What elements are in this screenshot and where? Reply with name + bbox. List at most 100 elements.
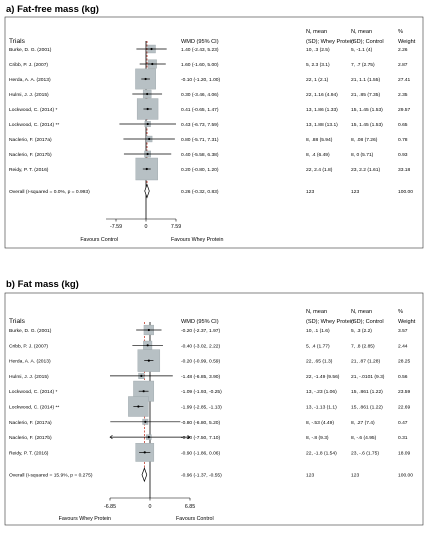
study-whey-stats: 10, .1 (1.6) — [306, 328, 330, 334]
study-name: Reidy, P. T. (2016) — [9, 450, 49, 456]
column-header-control-line2: (SD); Control — [351, 319, 384, 325]
study-name: Lockwood, C. (2014) ** — [9, 122, 59, 128]
study-point-estimate — [146, 344, 149, 347]
x-axis-tick-label: 7.59 — [171, 224, 181, 230]
study-whey-stats: 5, 2.3 (3.1) — [306, 62, 330, 68]
study-point-estimate — [147, 436, 150, 439]
study-effect-text: -0.20 (-7.50, 7.10) — [181, 435, 221, 441]
study-point-estimate — [150, 47, 153, 51]
study-name: Lockwood, C. (2014) * — [9, 107, 57, 113]
study-whey-stats: 8, .88 (5.94) — [306, 137, 333, 143]
study-effect-text: -0.10 (-1.20, 1.00) — [181, 77, 221, 83]
study-control-stats: 15, 1.45 (1.53) — [351, 107, 383, 113]
study-control-stats: 21, -.0101 (9.3) — [351, 374, 385, 380]
x-axis-tick-label: -7.59 — [110, 224, 122, 230]
study-effect-text: -1.99 (-2.85, -1.13) — [181, 405, 222, 411]
overall-label: Overall (I-squared = 0.0%, p = 0.993) — [9, 189, 90, 195]
study-point-estimate — [144, 77, 147, 81]
study-whey-stats: 13, 1.86 (1.33) — [306, 107, 338, 113]
column-header-whey-line1: N, mean — [306, 29, 327, 35]
study-point-estimate — [140, 374, 143, 377]
overall-control-n: 123 — [351, 189, 359, 195]
study-control-stats: 7, .7 (2.75) — [351, 62, 375, 68]
study-weight: 2.87 — [398, 62, 408, 68]
favours-right-label: Favours Control — [176, 516, 214, 522]
study-weight: 0.56 — [398, 374, 408, 380]
study-whey-stats: 22, 1 (2.1) — [306, 77, 329, 83]
column-header-whey-line2: (SD); Whey Protein — [306, 319, 354, 325]
column-header-trials: Trials — [9, 318, 26, 325]
column-header-weight-line2: Weight — [398, 319, 416, 325]
study-weight: 29.57 — [398, 107, 411, 113]
study-point-estimate — [145, 167, 148, 171]
study-control-stats: 21, 1.1 (1.55) — [351, 77, 380, 83]
favours-right-label: Favours Whey Protein — [171, 237, 223, 243]
study-control-stats: 8, -.6 (4.95) — [351, 435, 377, 441]
study-point-estimate — [146, 152, 149, 156]
study-whey-stats: 8, -.8 (9.3) — [306, 435, 329, 441]
column-header-weight-line1: % — [398, 29, 403, 35]
study-weight: 2.44 — [398, 343, 408, 349]
study-point-estimate — [143, 451, 146, 454]
overall-weight: 100.00 — [398, 473, 413, 479]
study-weight: 27.41 — [398, 77, 411, 83]
study-weight: 18.09 — [398, 450, 411, 456]
study-whey-stats: 22, .65 (1.3) — [306, 359, 333, 365]
study-name: Reidy, P. T. (2016) — [9, 167, 49, 173]
study-name: Lockwood, C. (2014) ** — [9, 405, 59, 411]
ci-arrow-left — [109, 435, 113, 440]
study-control-stats: 21, .85 (7.35) — [351, 92, 380, 98]
study-control-stats: 7, .8 (2.85) — [351, 343, 375, 349]
overall-effect-text: -0.96 (-1.37, -0.55) — [181, 473, 222, 479]
study-point-estimate — [148, 137, 151, 141]
study-whey-stats: 13, -.23 (1.06) — [306, 389, 337, 395]
study-effect-text: -0.40 (-3.02, 2.22) — [181, 343, 221, 349]
study-name: Naclerio, F. (2017a) — [9, 137, 52, 143]
x-axis-tick-label: 0 — [145, 224, 148, 230]
study-name: Cribb, P. J. (2007) — [9, 343, 48, 349]
column-header-weight-line2: Weight — [398, 39, 416, 45]
study-control-stats: 8, 0 (5.71) — [351, 152, 374, 158]
study-effect-text: 0.43 (-6.73, 7.59) — [181, 122, 219, 128]
study-whey-stats: 13, -1.13 (1.1) — [306, 405, 337, 411]
study-point-estimate — [146, 122, 149, 126]
study-whey-stats: 22, -1.49 (9.56) — [306, 374, 340, 380]
study-name: Lockwood, C. (2014) * — [9, 389, 57, 395]
x-axis-tick-label: 0 — [149, 504, 152, 510]
study-weight: 0.93 — [398, 152, 408, 158]
study-whey-stats: 22, 2.4 (1.8) — [306, 167, 333, 173]
study-weight: 2.26 — [398, 47, 408, 53]
study-control-stats: 8, .27 (7.4) — [351, 420, 375, 426]
study-control-stats: 23, -.6 (1.75) — [351, 450, 379, 456]
study-control-stats: 5, .3 (2.2) — [351, 328, 372, 334]
x-axis-tick-label: 6.85 — [185, 504, 195, 510]
study-name: Herda, A. A. (2013) — [9, 77, 51, 83]
overall-weight: 100.00 — [398, 189, 413, 195]
study-effect-text: 0.80 (-5.71, 7.31) — [181, 137, 219, 143]
study-effect-text: -1.09 (-1.93, -0.25) — [181, 389, 222, 395]
study-name: Hulmi, J. J. (2015) — [9, 374, 49, 380]
favours-left-label: Favours Control — [80, 237, 118, 243]
overall-diamond — [144, 183, 150, 199]
study-weight: 0.78 — [398, 137, 408, 143]
study-point-estimate — [142, 390, 145, 393]
panel-title: a) Fat-free mass (kg) — [6, 4, 99, 15]
study-effect-text: -0.20 (-0.99, 0.59) — [181, 359, 221, 365]
study-whey-stats: 8, .4 (6.49) — [306, 152, 330, 158]
study-control-stats: 15, .861 (1.22) — [351, 405, 383, 411]
study-effect-text: -1.48 (-6.85, 3.90) — [181, 374, 221, 380]
study-effect-text: 0.30 (-3.46, 4.06) — [181, 92, 219, 98]
column-header-trials: Trials — [9, 38, 26, 45]
study-control-stats: 21, .87 (1.28) — [351, 359, 380, 365]
study-name: Hulmi, J. J. (2015) — [9, 92, 49, 98]
study-effect-text: 0.41 (-0.65, 1.47) — [181, 107, 219, 113]
overall-whey-n: 123 — [306, 473, 314, 479]
study-weight: 23.59 — [398, 389, 411, 395]
overall-control-n: 123 — [351, 473, 359, 479]
study-weight: 0.65 — [398, 122, 408, 128]
study-effect-text: -0.80 (-6.80, 5.20) — [181, 420, 221, 426]
study-whey-stats: 8, -.53 (4.49) — [306, 420, 334, 426]
study-control-stats: 23, 2.2 (1.61) — [351, 167, 380, 173]
study-control-stats: 5, -1.1 (4) — [351, 47, 373, 53]
column-header-whey-line2: (SD); Whey Protein — [306, 39, 354, 45]
